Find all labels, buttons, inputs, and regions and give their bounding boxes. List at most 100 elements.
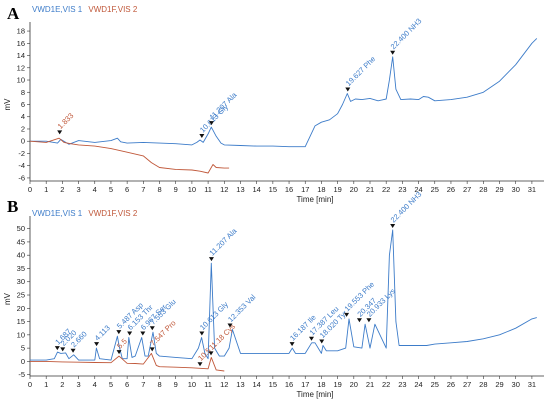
series-line-1	[30, 38, 538, 148]
x-tick-label: 27	[463, 185, 471, 194]
peak-label: 11.18 Cys	[207, 322, 237, 352]
series-line-2	[29, 137, 230, 174]
x-tick-label: 8	[157, 380, 161, 389]
peak-label: 11.207 Ala	[207, 90, 239, 122]
peak-label: 19.627 Phe	[344, 54, 377, 87]
x-tick-label: 14	[252, 185, 260, 194]
x-tick-label: 23	[398, 380, 406, 389]
x-tick-label: 18	[317, 185, 325, 194]
x-tick-label: 15	[269, 380, 277, 389]
x-tick-label: 19	[333, 380, 341, 389]
y-tick-label: -2	[18, 149, 25, 158]
panel-label: A	[7, 4, 20, 23]
y-axis-title: mV	[3, 292, 12, 305]
peak-marker	[356, 318, 362, 323]
y-tick-label: 5	[21, 344, 25, 353]
y-tick-label: 15	[17, 317, 25, 326]
peak-marker	[227, 323, 233, 328]
x-tick-label: 25	[431, 185, 439, 194]
legend-entry: VWD1F,VIS 2	[88, 5, 137, 14]
peak-label: 11.207 Ala	[207, 226, 239, 258]
x-tick-label: 29	[495, 185, 503, 194]
x-tick-label: 19	[333, 185, 341, 194]
x-tick-label: 18	[317, 380, 325, 389]
x-tick-label: 6	[125, 185, 129, 194]
y-tick-label: 8	[21, 88, 25, 97]
x-tick-label: 17	[301, 380, 309, 389]
x-tick-label: 4	[93, 380, 97, 389]
x-tick-label: 30	[512, 185, 520, 194]
x-tick-label: 27	[463, 380, 471, 389]
peak-marker	[309, 336, 315, 341]
peak-marker	[54, 346, 60, 351]
y-tick-label: 18	[17, 27, 25, 36]
y-tick-label: -5	[18, 370, 25, 379]
peak-marker	[197, 362, 203, 367]
x-tick-label: 22	[382, 185, 390, 194]
series-line-1	[30, 229, 537, 361]
x-tick-label: 13	[236, 380, 244, 389]
x-tick-label: 6	[125, 380, 129, 389]
x-tick-label: 31	[528, 380, 536, 389]
x-tick-label: 16	[285, 380, 293, 389]
peak-marker	[319, 339, 325, 344]
x-tick-label: 5	[109, 380, 113, 389]
x-tick-label: 15	[269, 185, 277, 194]
x-tick-label: 12	[220, 185, 228, 194]
x-tick-label: 9	[174, 185, 178, 194]
x-tick-label: 5	[109, 185, 113, 194]
y-tick-label: 10	[17, 76, 25, 85]
x-tick-label: 20	[350, 380, 358, 389]
peak-marker	[289, 342, 295, 347]
legend-entry: VWD1F,VIS 2	[88, 209, 137, 218]
peak-marker	[390, 50, 396, 55]
x-tick-label: 20	[350, 185, 358, 194]
x-axis-title: Time [min]	[296, 390, 333, 399]
x-tick-label: 14	[252, 380, 260, 389]
chart-panel-a: A VWD1E,VIS 1 VWD1F,VIS 20 1 2 3 4 5 6 7 8 9 10 11 12 1…	[3, 4, 544, 204]
peak-label: 4.113	[93, 323, 112, 342]
x-tick-label: 29	[495, 380, 503, 389]
peak-marker	[116, 350, 122, 355]
x-tick-label: 24	[414, 380, 422, 389]
x-tick-label: 23	[398, 185, 406, 194]
y-tick-label: 6	[21, 100, 25, 109]
y-tick-label: 12	[17, 63, 25, 72]
legend-entry: VWD1E,VIS 1	[32, 5, 83, 14]
peak-marker	[140, 331, 146, 336]
x-tick-label: 22	[382, 380, 390, 389]
x-tick-label: 3	[76, 380, 80, 389]
x-tick-label: 16	[285, 185, 293, 194]
peak-marker	[208, 121, 214, 126]
x-tick-label: 28	[479, 185, 487, 194]
y-tick-label: 45	[17, 237, 25, 246]
x-tick-label: 25	[431, 380, 439, 389]
peak-marker	[57, 130, 63, 135]
y-tick-label: 16	[17, 39, 25, 48]
x-tick-label: 28	[479, 380, 487, 389]
x-tick-label: 1	[44, 380, 48, 389]
y-tick-label: 25	[17, 291, 25, 300]
y-tick-label: 20	[17, 304, 25, 313]
peak-marker	[149, 326, 155, 331]
y-tick-label: -4	[18, 161, 25, 170]
y-tick-label: 50	[17, 224, 25, 233]
peak-marker	[70, 348, 76, 353]
x-tick-label: 2	[60, 380, 64, 389]
y-tick-label: 10	[17, 330, 25, 339]
x-axis-title: Time [min]	[296, 195, 333, 204]
peak-marker	[116, 330, 122, 335]
x-tick-label: 12	[220, 380, 228, 389]
peak-marker	[127, 331, 133, 336]
peak-marker	[60, 347, 66, 352]
peak-marker	[149, 347, 155, 352]
x-tick-label: 13	[236, 185, 244, 194]
x-tick-label: 9	[174, 380, 178, 389]
peak-marker	[199, 331, 205, 336]
y-tick-label: 30	[17, 277, 25, 286]
peak-marker	[208, 257, 214, 262]
chart-panel-b: B VWD1E,VIS 1 VWD1F,VIS 20 1 2 3 4 5 6 7 8 9 10 11 12 1…	[3, 190, 544, 399]
y-axis-title: mV	[3, 98, 12, 111]
x-tick-label: 31	[528, 185, 536, 194]
